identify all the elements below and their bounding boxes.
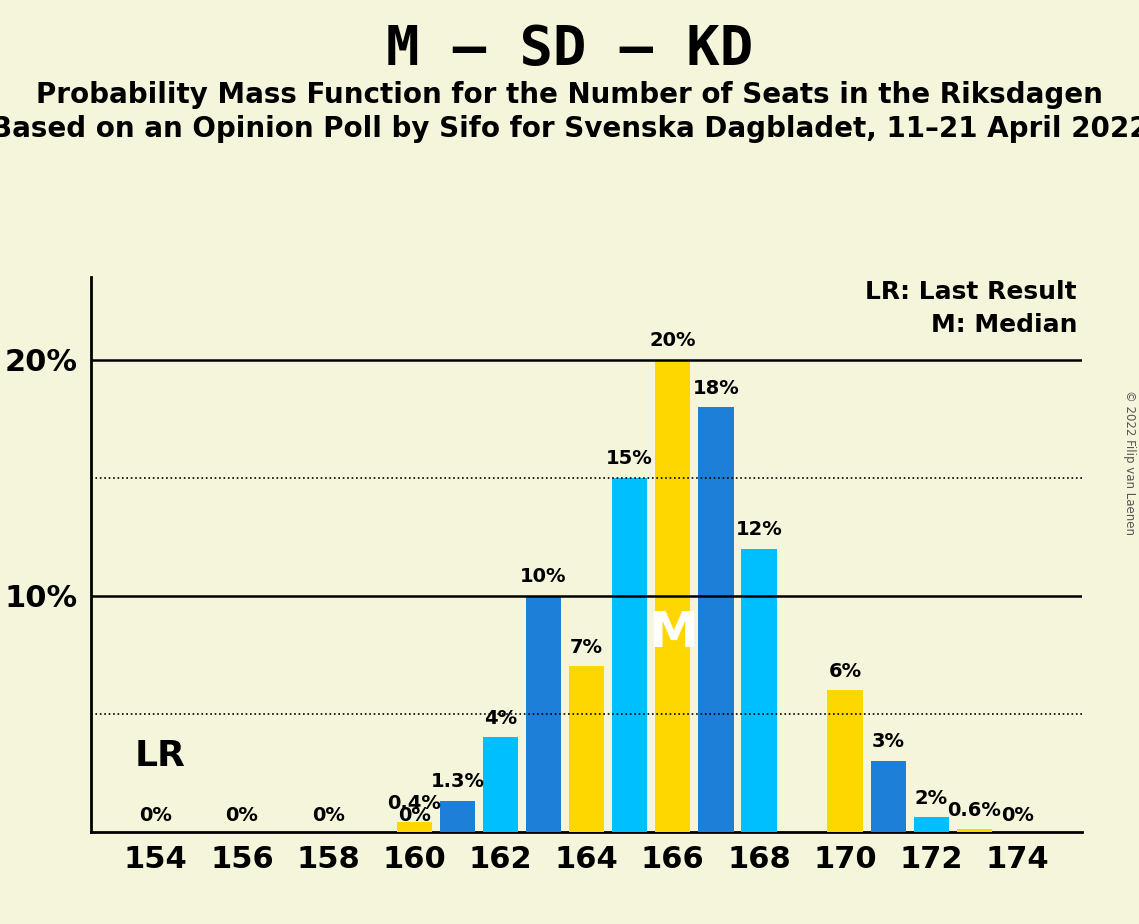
Bar bbox=[870, 760, 906, 832]
Text: 4%: 4% bbox=[484, 709, 517, 728]
Text: 7%: 7% bbox=[571, 638, 603, 657]
Text: 0%: 0% bbox=[398, 806, 431, 824]
Text: 0.6%: 0.6% bbox=[948, 801, 1001, 820]
Text: Probability Mass Function for the Number of Seats in the Riksdagen: Probability Mass Function for the Number… bbox=[36, 81, 1103, 109]
Text: 6%: 6% bbox=[828, 662, 861, 681]
Bar bbox=[827, 690, 862, 832]
Text: M: Median: M: Median bbox=[931, 313, 1077, 337]
Bar bbox=[568, 666, 605, 832]
Text: 3%: 3% bbox=[871, 733, 904, 751]
Text: © 2022 Filip van Laenen: © 2022 Filip van Laenen bbox=[1123, 390, 1137, 534]
Text: 2%: 2% bbox=[915, 789, 948, 808]
Bar bbox=[913, 818, 949, 832]
Text: M: M bbox=[648, 610, 697, 658]
Bar bbox=[741, 549, 777, 832]
Bar bbox=[612, 478, 647, 832]
Text: 15%: 15% bbox=[606, 449, 653, 468]
Text: 12%: 12% bbox=[736, 520, 782, 539]
Text: 0%: 0% bbox=[139, 806, 172, 824]
Text: 0.4%: 0.4% bbox=[387, 794, 441, 813]
Text: 0%: 0% bbox=[312, 806, 344, 824]
Text: LR: Last Result: LR: Last Result bbox=[866, 280, 1077, 304]
Text: 0%: 0% bbox=[226, 806, 259, 824]
Bar bbox=[655, 359, 690, 832]
Bar bbox=[526, 596, 562, 832]
Bar bbox=[698, 407, 734, 832]
Text: M – SD – KD: M – SD – KD bbox=[386, 23, 753, 76]
Bar bbox=[957, 829, 992, 832]
Text: 18%: 18% bbox=[693, 379, 739, 397]
Text: 1.3%: 1.3% bbox=[431, 772, 484, 792]
Bar bbox=[483, 737, 518, 832]
Text: 10%: 10% bbox=[521, 567, 567, 586]
Bar bbox=[440, 801, 475, 832]
Text: LR: LR bbox=[134, 738, 185, 772]
Text: Based on an Opinion Poll by Sifo for Svenska Dagbladet, 11–21 April 2022: Based on an Opinion Poll by Sifo for Sve… bbox=[0, 115, 1139, 142]
Text: 20%: 20% bbox=[649, 332, 696, 350]
Bar bbox=[396, 822, 432, 832]
Text: 0%: 0% bbox=[1001, 806, 1034, 824]
